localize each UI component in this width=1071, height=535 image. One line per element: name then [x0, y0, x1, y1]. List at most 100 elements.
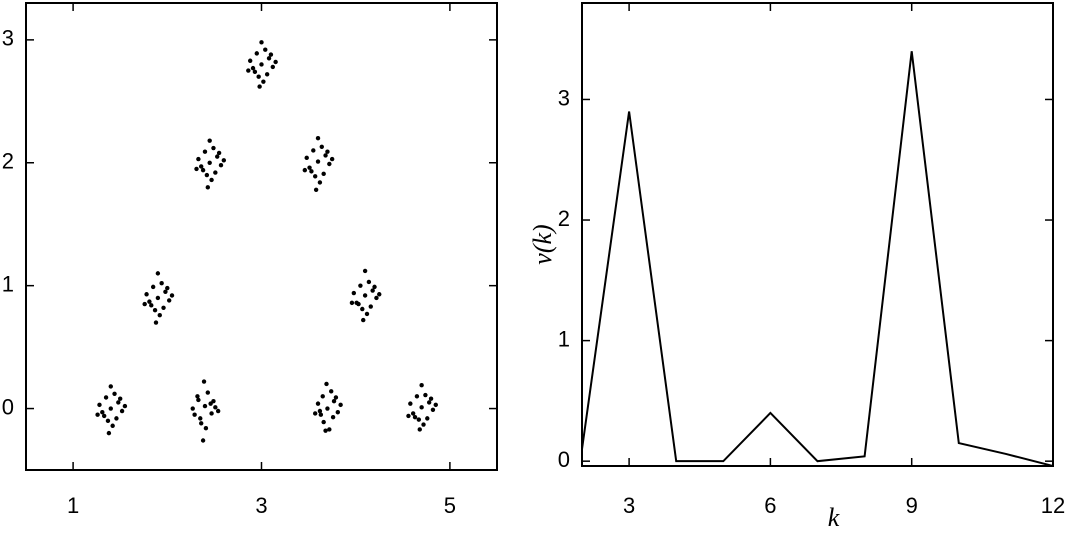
x-tick-label: 3: [255, 493, 267, 518]
point: [317, 180, 323, 185]
point: [205, 390, 211, 395]
point: [264, 72, 270, 77]
x-tick-label: 3: [623, 493, 635, 518]
point: [324, 381, 329, 387]
point: [361, 317, 366, 323]
y-tick-label: 2: [558, 206, 570, 231]
point: [116, 400, 121, 405]
point: [374, 295, 379, 301]
point: [408, 401, 413, 406]
point: [315, 159, 321, 164]
point: [364, 311, 370, 317]
point: [256, 74, 261, 79]
point: [426, 400, 432, 405]
point: [192, 412, 197, 417]
point: [335, 410, 341, 415]
y-tick-label: 0: [558, 447, 570, 472]
point: [309, 169, 314, 174]
point: [114, 416, 119, 421]
y-axis-label: v(k): [528, 224, 557, 264]
point: [100, 410, 105, 415]
point: [330, 414, 336, 420]
point: [304, 155, 309, 161]
point: [319, 144, 324, 149]
point: [252, 69, 258, 75]
point: [349, 300, 355, 306]
point: [325, 406, 330, 411]
point: [213, 405, 218, 410]
y-tick-label: 1: [558, 326, 570, 351]
point: [261, 79, 266, 84]
point: [190, 406, 195, 411]
point: [112, 391, 117, 397]
point: [161, 305, 166, 310]
point: [425, 416, 430, 421]
point: [419, 383, 424, 388]
point: [144, 292, 149, 297]
point: [370, 288, 375, 293]
point: [196, 156, 201, 162]
point: [327, 427, 332, 432]
point: [142, 301, 147, 307]
point: [351, 290, 357, 296]
point: [313, 187, 319, 192]
point: [105, 418, 111, 424]
y-tick-label: 2: [2, 149, 14, 174]
point: [329, 156, 335, 162]
y-tick-label: 0: [2, 394, 14, 419]
point: [155, 295, 161, 301]
point: [169, 293, 175, 298]
point: [108, 384, 113, 389]
point: [153, 320, 159, 325]
point: [218, 163, 224, 168]
point: [362, 268, 368, 274]
point: [416, 417, 422, 422]
point: [159, 281, 164, 286]
point: [329, 389, 334, 394]
point: [362, 293, 368, 298]
point: [215, 408, 221, 414]
point: [155, 271, 161, 276]
x-tick-label: 1: [67, 493, 79, 518]
point: [323, 153, 328, 158]
point: [95, 412, 100, 417]
point: [199, 164, 204, 169]
point: [273, 59, 278, 65]
point: [410, 411, 416, 416]
point: [354, 300, 359, 306]
point: [163, 289, 168, 295]
point: [200, 167, 206, 173]
x-tick-label: 9: [906, 493, 918, 518]
point: [338, 402, 343, 408]
axes-frame: [25, 2, 498, 471]
point: [209, 411, 214, 416]
point: [259, 40, 264, 45]
point: [247, 58, 253, 63]
point: [97, 402, 102, 408]
point: [302, 167, 308, 173]
x-tick-label: 5: [444, 493, 456, 518]
point: [202, 149, 208, 154]
point: [150, 284, 156, 290]
point: [311, 148, 316, 153]
point: [119, 408, 125, 414]
point: [246, 68, 251, 73]
point: [254, 51, 259, 56]
point: [419, 405, 424, 410]
point: [106, 430, 112, 436]
point: [358, 283, 363, 288]
point: [412, 414, 418, 420]
point: [368, 304, 373, 309]
point: [318, 412, 324, 417]
point: [270, 64, 276, 70]
point: [417, 427, 422, 432]
point: [221, 158, 227, 163]
subplot: 1 3 5 0 1 2 3: [2, 2, 498, 518]
point: [165, 285, 170, 291]
point: [315, 401, 321, 406]
point: [259, 62, 264, 67]
point: [321, 419, 326, 425]
point: [152, 308, 158, 313]
point: [201, 379, 207, 384]
